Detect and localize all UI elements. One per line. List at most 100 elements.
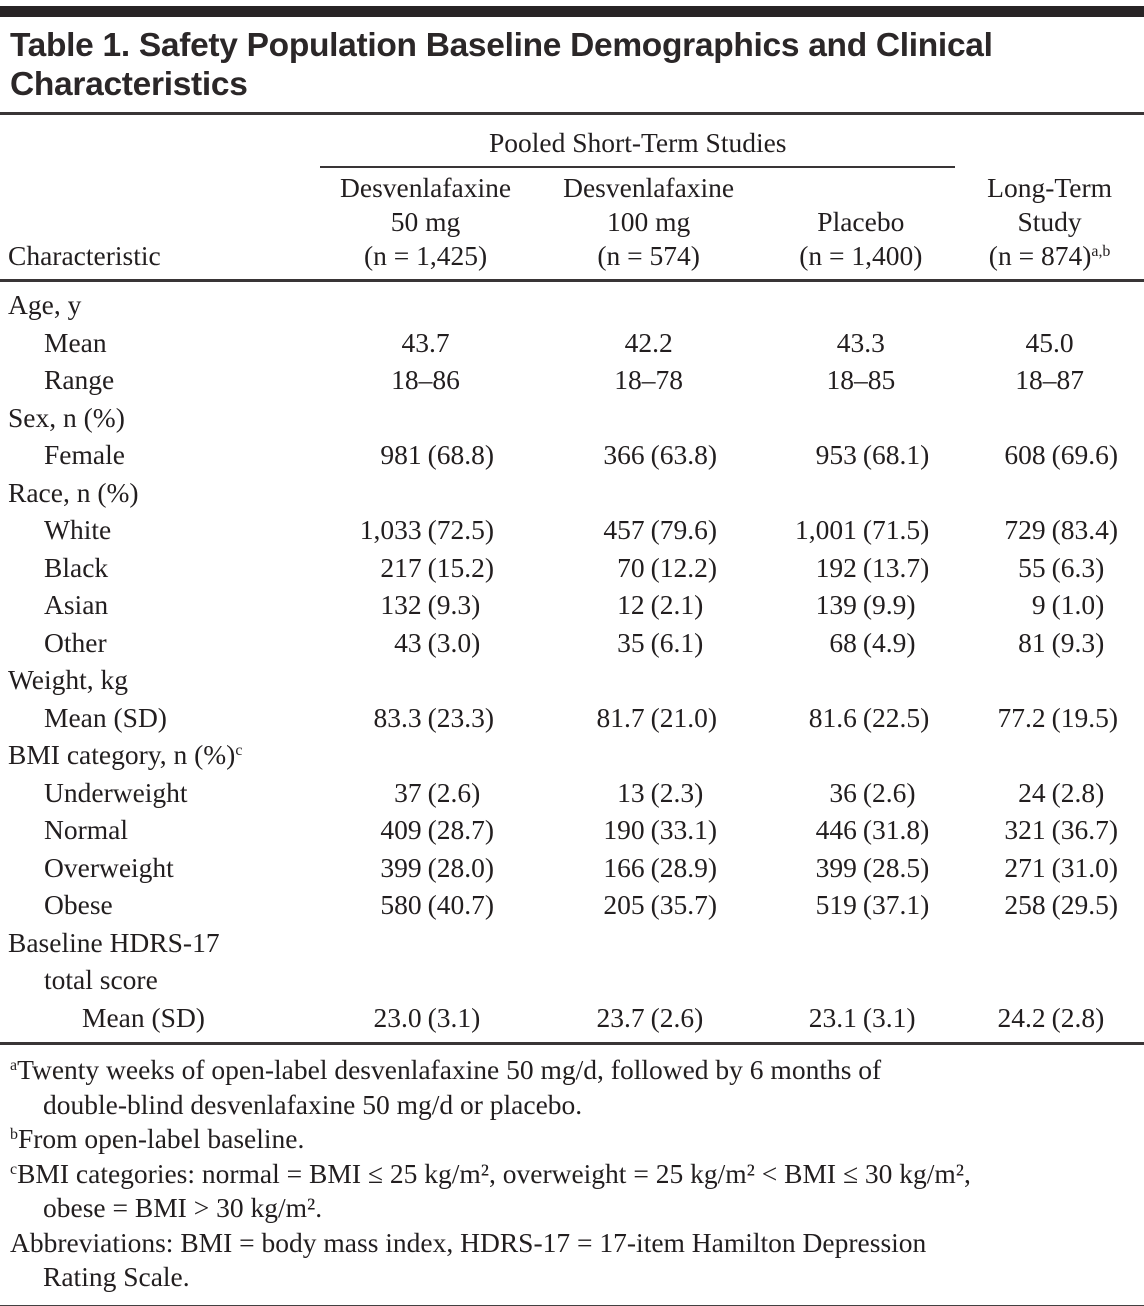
column-header: Placebo (n = 1,400): [766, 167, 956, 282]
data-cell: [320, 736, 530, 774]
row-label: Mean (SD): [82, 1001, 205, 1033]
data-cell: 81 (9.3): [1018, 626, 1105, 658]
data-cell: 981 (68.8): [380, 439, 495, 470]
table-row: Black 217 (15.2) 70 (12.2) 192 (13.7) 55 (6.3): [0, 549, 1144, 587]
data-cell: 36 (2.6): [829, 776, 916, 808]
data-cell: 81.7 (21.0): [596, 701, 718, 733]
data-cell: 18–85: [826, 364, 896, 395]
top-rule-bar: [0, 6, 1144, 17]
data-cell: [320, 399, 530, 437]
footnote: cBMI categories: normal = BMI ≤ 25 kg/m²…: [10, 1157, 971, 1224]
data-cell: 18–87: [1015, 364, 1084, 395]
data-cell: 70 (12.2): [617, 551, 718, 583]
table-row: Sex, n (%): [0, 399, 1144, 437]
row-label: Weight, kg: [8, 664, 128, 695]
data-cell: 729 (83.4): [1004, 514, 1119, 545]
table-row: Mean (SD) 83.3 (23.3) 81.7 (21.0) 81.6 (22.5) 7…: [0, 699, 1144, 737]
data-cell: [955, 474, 1144, 512]
table-row: BMI category, n (%)c: [0, 736, 1144, 774]
data-cell: 12 (2.1): [617, 589, 704, 620]
data-cell: 35 (6.1): [617, 626, 704, 658]
column-header: Desvenlafaxine 50 mg (n = 1,425): [320, 167, 531, 282]
data-cell: [531, 474, 767, 512]
data-cell: 24.2 (2.8): [997, 1001, 1105, 1033]
table-row: White 1,033 (72.5) 457 (79.6) 1,001 (71.5) 729(…: [0, 511, 1144, 549]
pooled-studies-spanner: Pooled Short-Term Studies: [320, 115, 956, 168]
data-cell: 81.6 (22.5): [808, 701, 930, 733]
data-cell: [531, 661, 767, 699]
data-cell: 77.2 (19.5): [997, 701, 1119, 733]
data-cell: 13 (2.3): [617, 776, 704, 808]
data-cell: [766, 399, 955, 437]
data-cell: [766, 661, 955, 699]
table-header: Pooled Short-Term Studies Characteristic…: [0, 115, 1144, 282]
data-cell: [955, 281, 1144, 324]
data-cell: 23.1 (3.1): [808, 1001, 916, 1033]
table-row: Other 43 (3.0) 35 (6.1) 68 (4.9) 81 (9.3): [0, 624, 1144, 662]
row-label: Female: [44, 439, 125, 470]
data-cell: 68 (4.9): [829, 626, 916, 658]
data-cell: 43.3: [836, 326, 885, 358]
data-cell: [955, 961, 1144, 999]
data-cell: 24 (2.8): [1018, 776, 1105, 808]
row-label: Asian: [44, 589, 109, 620]
data-cell: 43 (3.0): [394, 626, 481, 658]
data-cell: 190 (33.1): [603, 814, 718, 845]
row-label: BMI category, n (%)c: [8, 739, 243, 770]
data-cell: 9 (1.0): [1031, 589, 1105, 620]
row-label: Mean (SD): [44, 701, 167, 733]
data-cell: 321 (36.7): [1004, 814, 1119, 845]
data-cell: [531, 961, 767, 999]
column-header: Long-Term Study (n = 874)a,b: [955, 167, 1144, 282]
row-label: Underweight: [44, 776, 188, 808]
data-cell: [955, 661, 1144, 699]
data-cell: 258 (29.5): [1004, 889, 1119, 920]
data-cell: [320, 924, 530, 962]
column-header-row: Characteristic Desvenlafaxine 50 mg (n = 1…: [0, 167, 1144, 282]
data-cell: 43.7: [401, 326, 450, 358]
table-row: Race, n (%): [0, 474, 1144, 512]
data-cell: 205 (35.7): [603, 889, 718, 920]
data-cell: [955, 736, 1144, 774]
row-label: Obese: [44, 889, 113, 920]
row-label: Other: [44, 626, 107, 658]
table-row: Asian 132 (9.3) 12 (2.1) 139 (9.9) 9 (1.0): [0, 586, 1144, 624]
footnote: aTwenty weeks of open-label desvenlafaxi…: [10, 1054, 882, 1120]
data-cell: 366 (63.8): [603, 439, 718, 470]
spanner-row: Pooled Short-Term Studies: [0, 115, 1144, 168]
data-cell: [955, 399, 1144, 437]
data-cell: [531, 736, 767, 774]
footnote: Abbreviations: BMI = body mass index, HD…: [10, 1226, 927, 1293]
data-cell: 23.0 (3.1): [373, 1001, 481, 1033]
data-cell: [531, 924, 767, 962]
row-label: White: [44, 514, 112, 545]
data-cell: 166 (28.9): [603, 851, 718, 883]
footnote: bFrom open-label baseline.: [10, 1123, 305, 1154]
data-cell: 42.2: [624, 326, 673, 358]
data-cell: 608 (69.6): [1004, 439, 1119, 470]
data-cell: [320, 281, 530, 324]
data-cell: 580 (40.7): [380, 889, 495, 920]
row-label: total score: [44, 964, 158, 995]
data-cell: 139 (9.9): [815, 589, 916, 620]
data-cell: 271 (31.0): [1004, 851, 1119, 883]
title-rule: [0, 112, 1144, 115]
data-cell: [320, 961, 530, 999]
row-label: Range: [44, 364, 115, 395]
demographics-table: Pooled Short-Term Studies Characteristic…: [0, 115, 1144, 1042]
data-cell: [320, 474, 530, 512]
table-row: Baseline HDRS-17: [0, 924, 1144, 962]
data-cell: 409 (28.7): [380, 814, 495, 845]
data-cell: 1,033 (72.5): [359, 514, 495, 545]
data-cell: 18–86: [391, 364, 460, 395]
bottom-rule: [0, 1304, 1144, 1306]
data-cell: 192 (13.7): [815, 551, 930, 583]
data-cell: 399 (28.5): [815, 851, 930, 883]
data-cell: [766, 961, 955, 999]
data-cell: 83.3 (23.3): [373, 701, 495, 733]
data-cell: 45.0: [1025, 326, 1074, 358]
table-body: Age, y Mean 43.7 42.2 43.3 45.0 Range 18–86 18–7…: [0, 281, 1144, 1043]
table-row: Normal 409 (28.7) 190 (33.1) 446 (31.8) 321 (36.…: [0, 811, 1144, 849]
row-label: Baseline HDRS-17: [8, 926, 220, 958]
